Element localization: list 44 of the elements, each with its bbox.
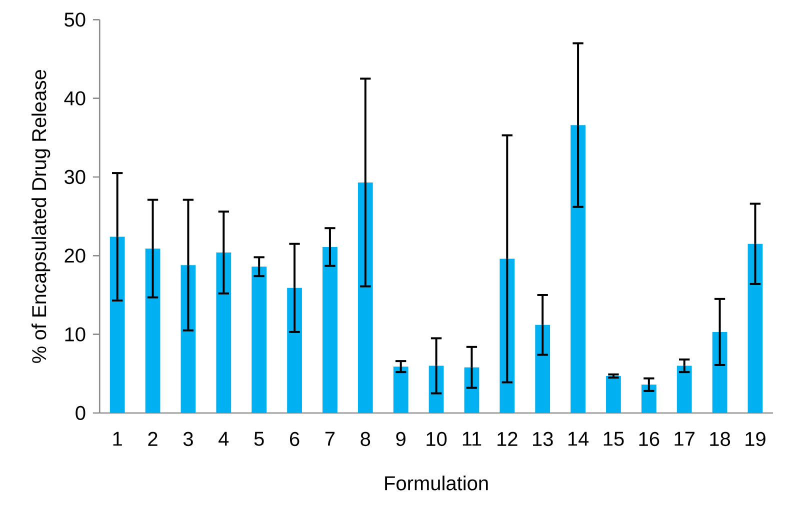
y-tick-label: 30 (64, 170, 86, 184)
bar (287, 288, 302, 413)
bar (676, 366, 692, 413)
bar (252, 266, 267, 413)
x-tick-label: 11 (462, 432, 482, 446)
x-axis-title: Formulation (385, 476, 488, 490)
bar (606, 376, 621, 413)
x-tick-label: 18 (710, 432, 730, 446)
y-tick-label: 20 (64, 248, 86, 263)
x-tick-label: 15 (604, 432, 624, 446)
bar (358, 182, 373, 413)
x-tick-label: 7 (325, 432, 335, 446)
y-tick-label: 40 (64, 91, 86, 106)
x-tick-label: 14 (568, 432, 589, 446)
x-tick-label: 5 (254, 432, 264, 446)
y-tick-label: 10 (65, 327, 86, 342)
y-tick-label: 0 (76, 406, 86, 420)
x-tick-label: 16 (639, 432, 660, 446)
bar (535, 324, 550, 413)
bar (570, 125, 586, 413)
bar (145, 248, 160, 413)
y-tick-label: 50 (64, 12, 86, 27)
bar (110, 236, 125, 413)
x-tick-label: 12 (498, 432, 518, 446)
bar (216, 252, 232, 413)
x-tick-label: 8 (360, 432, 370, 446)
x-tick-label: 3 (183, 432, 193, 446)
bar (464, 367, 480, 413)
bar (393, 366, 408, 413)
x-tick-label: 4 (218, 432, 229, 446)
bar (180, 265, 196, 413)
bar (322, 247, 338, 413)
x-tick-label: 9 (396, 432, 406, 446)
y-axis-title: % of Encapsulated Drug Release (32, 70, 50, 363)
x-tick-label: 19 (746, 432, 766, 446)
x-tick-label: 13 (533, 432, 553, 446)
bar (712, 332, 728, 413)
x-tick-label: 17 (674, 432, 694, 446)
bar (641, 384, 656, 413)
x-tick-label: 10 (426, 432, 447, 446)
x-tick-label: 6 (290, 432, 300, 446)
x-tick-label: 2 (148, 432, 158, 446)
bar (748, 244, 763, 413)
x-tick-label: 1 (113, 432, 122, 446)
